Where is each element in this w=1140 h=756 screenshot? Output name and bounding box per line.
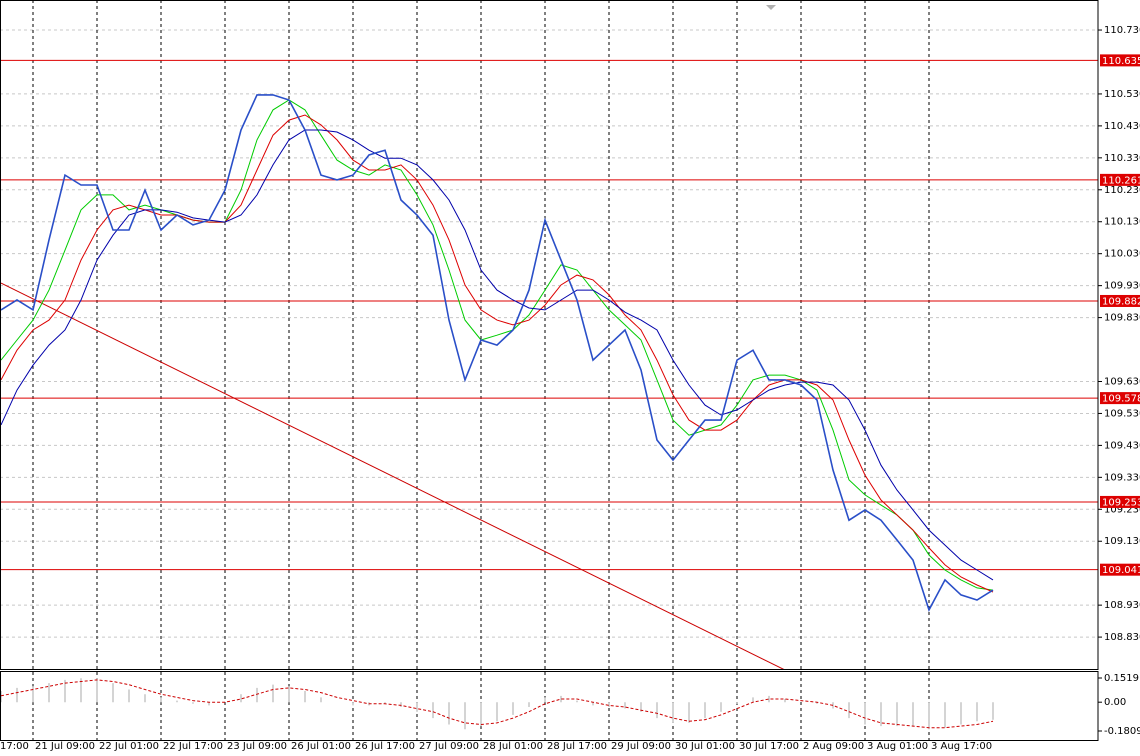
osc-y-tick-label: -0.1809 <box>1104 726 1140 737</box>
y-tick-label: 109.830 <box>1104 313 1140 324</box>
y-tick-label: 110.130 <box>1104 217 1140 228</box>
y-tick-label: 110.030 <box>1104 249 1140 260</box>
level-label-box <box>1100 173 1140 186</box>
y-tick-label: 109.130 <box>1104 536 1140 547</box>
x-tick-label: 22 Jul 01:00 <box>99 741 159 752</box>
x-tick-label: 21 Jul 09:00 <box>35 741 95 752</box>
x-tick-label: 2 Aug 09:00 <box>803 741 864 752</box>
y-tick-label: 109.630 <box>1104 376 1140 387</box>
price-line <box>0 94 994 612</box>
level-label: 110.635 <box>1102 56 1140 67</box>
x-tick-label: 28 Jul 17:00 <box>547 741 607 752</box>
y-tick-label: 110.730 <box>1104 25 1140 36</box>
x-tick-label: 28 Jul 01:00 <box>483 741 543 752</box>
signal-line <box>0 679 994 729</box>
level-label-box <box>1100 563 1140 576</box>
y-tick-label: 109.430 <box>1104 440 1140 451</box>
level-label-box <box>1100 495 1140 508</box>
x-tick-label: 3 Aug 17:00 <box>931 741 992 752</box>
x-tick-label: 23 Jul 09:00 <box>227 741 287 752</box>
y-tick-label: 108.930 <box>1104 600 1140 611</box>
osc-y-tick-label: 0.00 <box>1104 697 1126 708</box>
level-label: 110.261 <box>1102 175 1140 186</box>
level-label: 109.253 <box>1102 497 1140 508</box>
y-tick-label: 109.530 <box>1104 408 1140 419</box>
x-tick-label: 22 Jul 17:00 <box>163 741 223 752</box>
x-tick-label: 27 Jul 09:00 <box>419 741 479 752</box>
y-tick-label: 109.330 <box>1104 472 1140 483</box>
trendline <box>0 282 785 669</box>
y-tick-label: 110.430 <box>1104 121 1140 132</box>
x-tick-label: 26 Jul 01:00 <box>291 741 351 752</box>
y-tick-label: 108.830 <box>1104 632 1140 643</box>
oscillator-panel <box>0 678 994 730</box>
moving-average <box>0 114 994 593</box>
y-tick-label: 110.530 <box>1104 89 1140 100</box>
grid <box>0 0 1098 741</box>
level-label: 109.041 <box>1102 565 1140 576</box>
main-panel <box>0 59 1098 669</box>
y-tick-label: 110.230 <box>1104 185 1140 196</box>
y-tick-label: 109.930 <box>1104 281 1140 292</box>
x-tick-label: 3 Aug 01:00 <box>867 741 928 752</box>
level-label-box <box>1100 54 1140 67</box>
shift-marker <box>766 5 776 10</box>
moving-average <box>0 99 994 591</box>
level-label: 109.882 <box>1102 296 1140 307</box>
level-label-box <box>1100 294 1140 307</box>
y-tick-label: 109.230 <box>1104 504 1140 515</box>
osc-y-tick-label: 0.1519 <box>1104 673 1139 684</box>
level-label: 109.578 <box>1102 394 1140 405</box>
level-label-box <box>1100 392 1140 405</box>
x-tick-label: 30 Jul 01:00 <box>675 741 735 752</box>
moving-average <box>0 129 994 581</box>
main-frame <box>0 0 1099 670</box>
oscillator-frame <box>0 671 1099 741</box>
axes: 110.730 110.530 110.430 110.330 110.230 110.1… <box>0 25 1140 752</box>
x-tick-label: 29 Jul 09:00 <box>611 741 671 752</box>
x-tick-label: 26 Jul 17:00 <box>355 741 415 752</box>
y-tick-label: 110.330 <box>1104 153 1140 164</box>
x-tick-label: 17:00 <box>0 741 29 752</box>
x-tick-label: 30 Jul 17:00 <box>739 741 799 752</box>
